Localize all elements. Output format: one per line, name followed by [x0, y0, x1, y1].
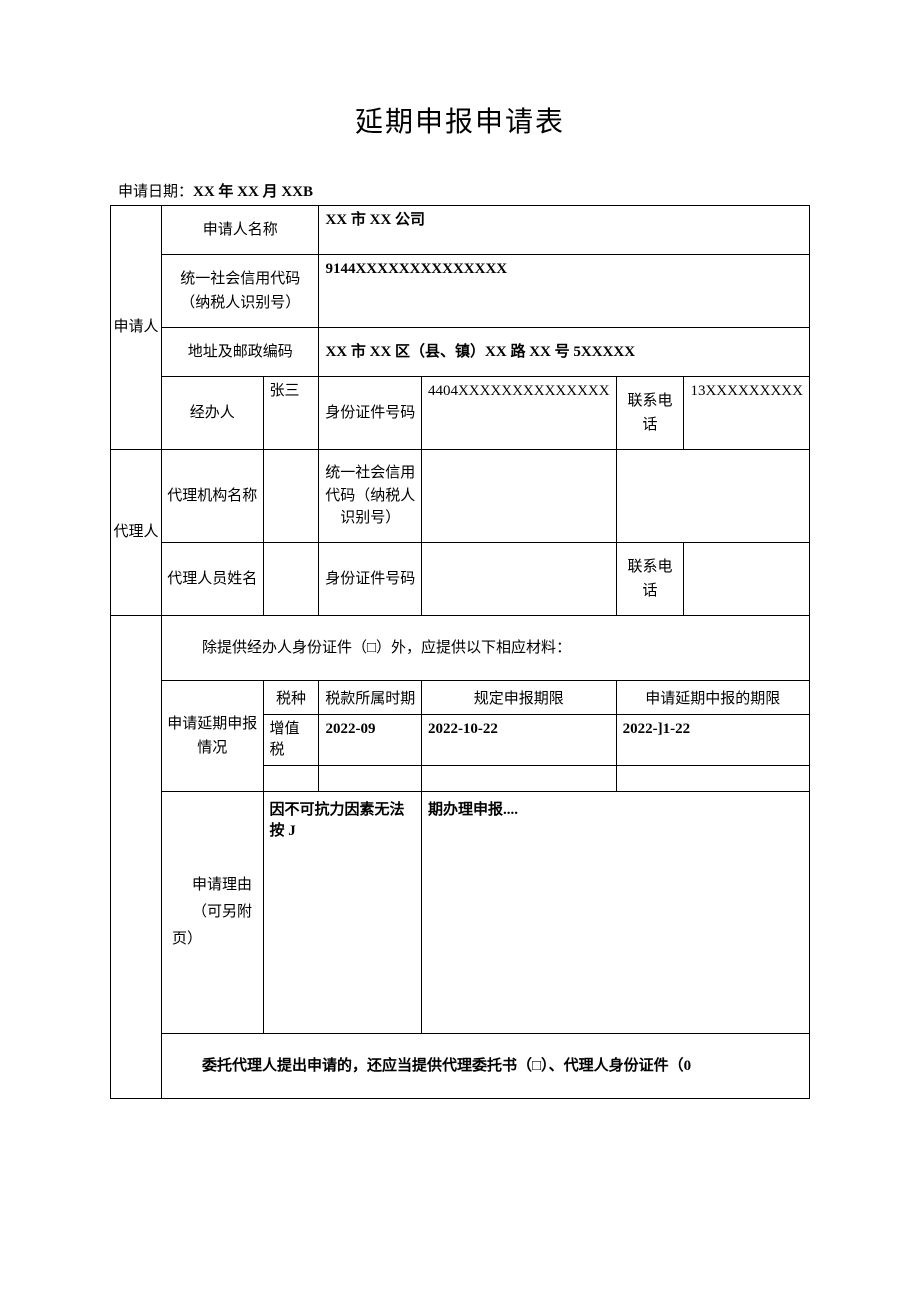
- agent-org-label: 代理机构名称: [162, 450, 264, 543]
- handler-id-label: 身份证件号码: [319, 377, 421, 450]
- extension-header-deadline: 规定申报期限: [421, 680, 616, 714]
- extension-row0-deadline: 2022-10-22: [421, 714, 616, 765]
- agent-phone-value: [684, 542, 810, 615]
- extension-header-extendto: 申请延期中报的期限: [616, 680, 809, 714]
- apply-date-value: XX 年 XX 月 XXB: [193, 184, 313, 200]
- extension-header-taxtype: 税种: [263, 680, 319, 714]
- applicant-name-label: 申请人名称: [162, 206, 319, 255]
- extension-row1-extendto: [616, 765, 809, 791]
- applicant-code-label: 统一社会信用代码（纳税人识别号）: [162, 255, 319, 328]
- applicant-section-label: 申请人: [111, 206, 162, 450]
- extension-label: 申请延期申报情况: [162, 680, 264, 791]
- blank-section-label: [111, 615, 162, 1098]
- applicant-address-value: XX 市 XX 区（县、镇）XX 路 XX 号 5XXXXX: [319, 328, 810, 377]
- materials-note: 除提供经办人身份证件（□）外，应提供以下相应材料：: [162, 615, 810, 680]
- agent-org-value: [263, 450, 319, 543]
- agent-name-label: 代理人员姓名: [162, 542, 264, 615]
- handler-phone-value: 13XXXXXXXXX: [684, 377, 810, 450]
- agent-section-label: 代理人: [111, 450, 162, 616]
- handler-label: 经办人: [162, 377, 264, 450]
- reason-value-part2: 期办理申报....: [421, 791, 809, 1033]
- application-form-table: 申请人 申请人名称 XX 市 XX 公司 统一社会信用代码（纳税人识别号） 91…: [110, 205, 810, 1099]
- handler-name: 张三: [263, 377, 319, 450]
- applicant-address-label: 地址及邮政编码: [162, 328, 319, 377]
- agent-code-label: 统一社会信用代码（纳税人识别号）: [319, 450, 421, 543]
- extension-header-period: 税款所属时期: [319, 680, 421, 714]
- agent-name-value: [263, 542, 319, 615]
- reason-label-1: 申请理由: [192, 877, 252, 893]
- handler-id-value: 4404XXXXXXXXXXXXXX: [421, 377, 616, 450]
- apply-date: 申请日期：XX 年 XX 月 XXB: [118, 180, 810, 201]
- agent-code-extra: [616, 450, 809, 543]
- reason-label-3: 页）: [172, 926, 202, 953]
- reason-value-part1: 因不可抗力因素无法按 J: [263, 791, 421, 1033]
- apply-date-label: 申请日期：: [118, 184, 193, 200]
- page-title: 延期申报申请表: [110, 100, 810, 140]
- agent-materials-note: 委托代理人提出申请的，还应当提供代理委托书（□）、代理人身份证件（0: [162, 1033, 810, 1098]
- agent-code-value: [421, 450, 616, 543]
- reason-label-2: （可另附: [192, 904, 252, 920]
- agent-phone-label: 联系电话: [616, 542, 684, 615]
- reason-label: 申请理由 （可另附 页）: [162, 791, 264, 1033]
- agent-id-value: [421, 542, 616, 615]
- agent-id-label: 身份证件号码: [319, 542, 421, 615]
- handler-phone-label: 联系电话: [616, 377, 684, 450]
- applicant-code-value: 9144XXXXXXXXXXXXXX: [319, 255, 810, 328]
- extension-row1-deadline: [421, 765, 616, 791]
- extension-row1-period: [319, 765, 421, 791]
- extension-row0-period: 2022-09: [319, 714, 421, 765]
- extension-row0-extendto: 2022-]1-22: [616, 714, 809, 765]
- extension-row1-taxtype: [263, 765, 319, 791]
- extension-row0-taxtype: 增值税: [263, 714, 319, 765]
- applicant-name-value: XX 市 XX 公司: [319, 206, 810, 255]
